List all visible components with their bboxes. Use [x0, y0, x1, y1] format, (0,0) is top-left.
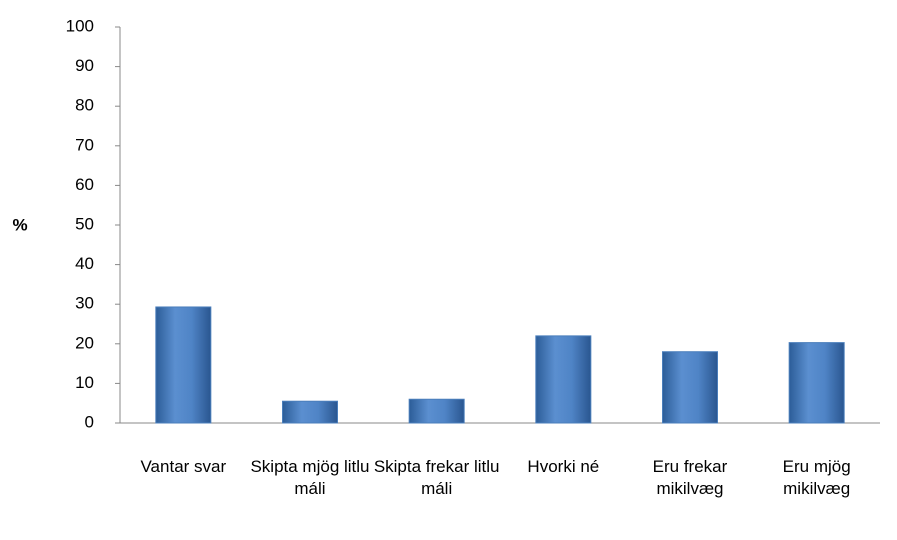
y-tick-label: 10	[75, 373, 94, 392]
bar	[535, 335, 592, 424]
bar	[155, 306, 212, 424]
y-tick-label: 80	[75, 96, 94, 115]
x-tick-label: Eru frekar mikilvæg	[652, 457, 728, 498]
y-tick-label: 100	[66, 16, 94, 35]
y-tick-label: 20	[75, 333, 94, 352]
y-tick-label: 70	[75, 135, 94, 154]
x-tick-label: Eru mjög mikilvæg	[782, 457, 851, 498]
bar	[662, 351, 718, 424]
y-tick-label: 60	[75, 175, 94, 194]
y-axis-label: %	[12, 215, 27, 234]
y-tick-label: 40	[75, 254, 94, 273]
y-tick-label: 30	[75, 294, 94, 313]
bar	[408, 398, 465, 424]
x-tick-label: Vantar svar	[140, 457, 227, 476]
x-tick-label: Hvorki né	[527, 457, 600, 476]
bar	[788, 342, 845, 424]
x-tick-label: Skipta mjög litlu máli	[250, 457, 370, 498]
y-tick-label: 50	[75, 214, 94, 233]
y-tick-label: 0	[85, 412, 94, 431]
bar	[282, 400, 338, 424]
y-tick-label: 90	[75, 56, 94, 75]
x-tick-label: Skipta frekar litlu máli	[373, 457, 500, 498]
